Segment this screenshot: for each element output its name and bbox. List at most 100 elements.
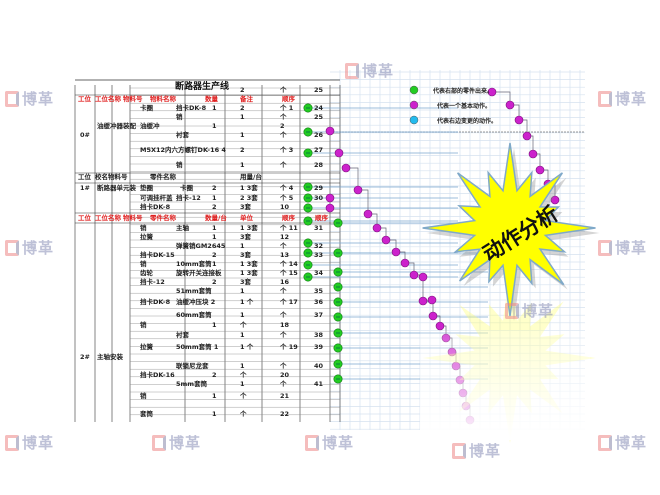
action-dot	[334, 148, 344, 158]
table-cell-qty: 2	[212, 203, 217, 211]
table-cell-note: 1	[240, 311, 245, 319]
table-cell-qty: 1	[212, 233, 217, 241]
legend-dot	[409, 100, 419, 110]
table-cell-note: 2	[240, 104, 245, 112]
table-cell-unit: 18	[280, 321, 290, 329]
table-cell-note: 3套	[240, 233, 252, 241]
table-cell-unit: 个 11	[280, 224, 298, 232]
table-cell-note: 1 3套	[240, 260, 258, 268]
table-cell-order: 37	[314, 311, 324, 319]
table-cell-name2: 销	[176, 161, 183, 169]
table-cell-order: 32	[314, 242, 324, 250]
table-cell-unit: 个	[280, 331, 287, 339]
table-cell-name: 销	[140, 224, 147, 232]
column-header-unit: 顺序	[282, 95, 295, 103]
action-dot	[522, 131, 532, 141]
table-cell-unit: 个	[280, 311, 287, 319]
watermark-logo: 博革	[598, 88, 647, 109]
table-cell-note: 2 3套	[240, 194, 258, 202]
table-cell-unit: 个	[280, 161, 287, 169]
table-cell-qty: 1	[212, 104, 217, 112]
table-cell-st: 1#	[80, 184, 90, 192]
table-cell-name: 挡卡DK-15	[140, 251, 175, 259]
table-cell-order: 41	[314, 380, 324, 388]
table-cell-qty: 2	[212, 184, 217, 192]
watermark-logo: 博革	[598, 432, 647, 453]
column-header-stname: 工位名称	[95, 95, 121, 103]
column-header-st: 工位	[78, 95, 91, 103]
table-cell-name: 垫圈	[140, 184, 153, 192]
action-dot	[435, 321, 445, 331]
legend-text: 代表右部的零件出来。	[433, 88, 494, 95]
table-cell-unit: 个 19	[280, 343, 298, 351]
column-header-matno: 物料号	[123, 214, 143, 222]
table-cell-order: 25	[314, 113, 324, 121]
table-cell-order: 34	[314, 269, 324, 277]
watermark-logo: 博革	[152, 432, 201, 453]
table-cell-name: 零件名称	[150, 173, 176, 181]
table-cell-name2: 衬套	[176, 331, 189, 339]
table-cell-unit: 16	[280, 278, 290, 286]
column-header-name: 物料名称	[150, 95, 176, 103]
table-cell-note: 2	[240, 146, 245, 154]
table-cell-order: 28	[314, 161, 324, 169]
watermark-logo: 博革	[5, 88, 54, 109]
table-cell-order: 26	[314, 131, 324, 139]
table-cell-order: 27	[314, 146, 324, 154]
table-cell-order: 36	[314, 298, 324, 306]
table-cell-note: 1 3套	[240, 269, 258, 277]
table-cell-qty: 1	[212, 224, 217, 232]
table-cell-unit: 21	[280, 392, 290, 400]
table-cell-qty: 1	[212, 392, 217, 400]
table-cell-unit: 个	[280, 242, 287, 250]
table-cell-unit: 个	[280, 113, 287, 121]
table-cell-unit: 个	[280, 362, 287, 370]
table-cell-name: 挡卡DK-8	[140, 298, 171, 306]
watermark-text: 博革	[322, 434, 355, 452]
table-cell-order: 29	[314, 184, 324, 192]
table-cell-qty: 1	[212, 194, 217, 202]
watermark-text: 博革	[615, 239, 648, 257]
column-header-note: 备注	[240, 95, 253, 103]
table-cell-unit: 20	[280, 371, 290, 379]
table-cell-note: 1	[240, 287, 245, 295]
logo-mark-icon	[5, 434, 19, 451]
column-header-qty: 数量/台	[205, 214, 227, 222]
watermark-logo: 博革	[305, 432, 354, 453]
watermark-logo: 博革	[5, 237, 54, 258]
table-cell-name: 挡卡-12	[140, 278, 165, 286]
watermark-text: 博革	[169, 434, 202, 452]
legend-dot	[409, 85, 419, 95]
table-cell-order: 30	[314, 194, 324, 202]
action-dot	[391, 247, 401, 257]
table-cell-name2: 销	[176, 113, 183, 121]
logo-mark-icon	[505, 302, 519, 319]
table-cell-unit: 个	[280, 86, 287, 94]
table-cell-st: 2#	[80, 353, 90, 361]
table-cell-note: 1	[240, 380, 245, 388]
watermark-text: 博革	[362, 62, 395, 80]
column-header-name: 零件名称	[150, 214, 176, 222]
action-dot	[381, 235, 391, 245]
table-cell-qty: 1	[212, 410, 217, 418]
column-header-unit: 顺序	[282, 214, 295, 222]
action-dot	[363, 209, 373, 219]
table-cell-note: 1 3套	[240, 224, 258, 232]
table-cell-name: 齿轮	[140, 269, 153, 277]
table-cell-name2: 60mm套筒	[176, 311, 212, 319]
table-cell-unit: 个	[280, 131, 287, 139]
table-cell-name2b: 卡圈	[180, 184, 193, 192]
table-cell-unit: 个 15	[280, 269, 298, 277]
sheet-title: 断路器生产线	[175, 82, 230, 92]
watermark-text: 博革	[615, 434, 648, 452]
table-cell-name2: 衬套	[176, 131, 189, 139]
column-header-st: 工位	[78, 214, 91, 222]
logo-mark-icon	[152, 434, 166, 451]
table-cell-st: 0#	[80, 131, 90, 139]
table-cell-stname: 校名物料号	[95, 173, 128, 181]
legend-dot	[409, 115, 419, 125]
table-cell-unit: 13	[280, 251, 290, 259]
logo-mark-icon	[452, 442, 466, 459]
step-line	[492, 91, 511, 105]
table-cell-order: 39	[314, 343, 324, 351]
